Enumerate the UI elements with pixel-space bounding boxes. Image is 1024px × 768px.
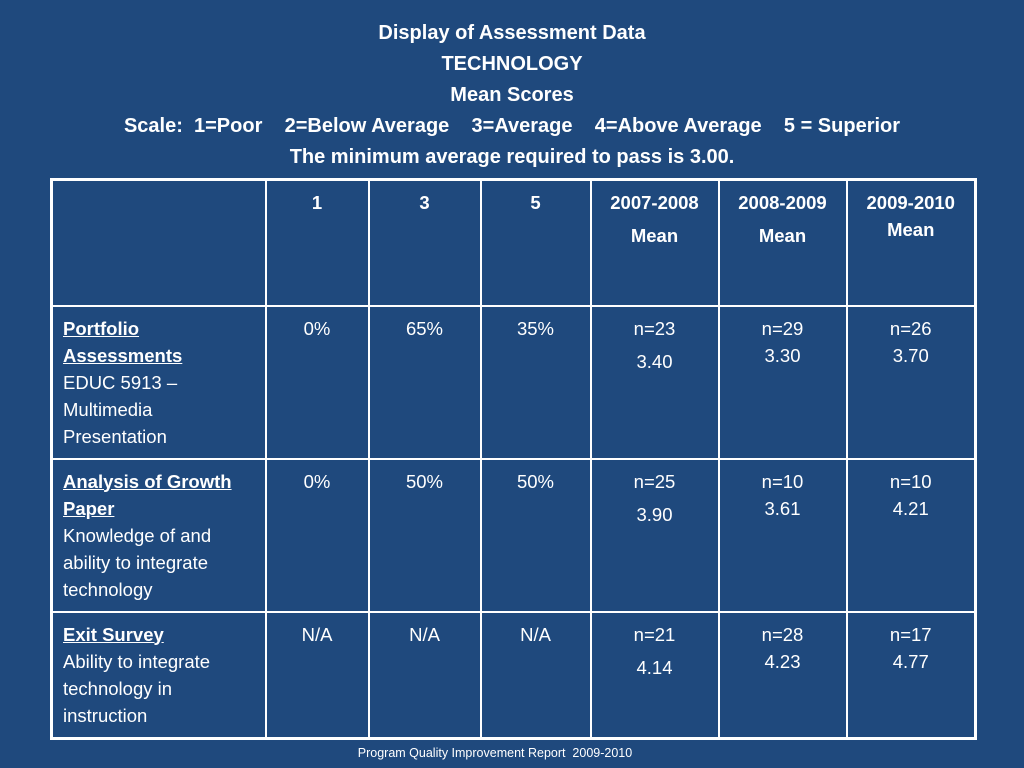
table-row: Analysis of Growth Paper Knowledge of an… bbox=[50, 457, 977, 613]
subject-heading: TECHNOLOGY bbox=[441, 53, 583, 75]
pass-requirement-note: The minimum average required to pass is … bbox=[289, 146, 735, 168]
sample-size: n=10 bbox=[761, 470, 804, 492]
sample-size: n=23 bbox=[633, 317, 676, 339]
header-label: 2008-2009 bbox=[738, 192, 827, 213]
pct-score-3-cell: 50% bbox=[367, 457, 482, 613]
sample-size: n=21 bbox=[633, 623, 676, 645]
table-header-row: 1 3 5 2007-2008 Mean 2008-2009 Mean 2009… bbox=[50, 178, 977, 307]
slide-title: Display of Assessment Data bbox=[378, 22, 646, 44]
subtitle: Mean Scores bbox=[450, 84, 574, 106]
header-cell-score-1: 1 bbox=[264, 178, 370, 307]
sample-size: n=17 bbox=[889, 623, 932, 645]
mean-score: 4.23 bbox=[764, 650, 801, 672]
row-title: Analysis of Growth Paper bbox=[63, 470, 232, 519]
year-2009-2010-cell: n=10 4.21 bbox=[845, 457, 977, 613]
pct-score-3-cell: 65% bbox=[367, 304, 482, 460]
year-2009-2010-cell: n=26 3.70 bbox=[845, 304, 977, 460]
header-cell-blank bbox=[50, 178, 267, 307]
mean-score: 3.90 bbox=[636, 503, 673, 525]
table-row: Portfolio Assessments EDUC 5913 – Multim… bbox=[50, 304, 977, 460]
header-sublabel: Mean bbox=[630, 225, 679, 246]
slide-footer: Program Quality Improvement Report 2009-… bbox=[357, 746, 633, 760]
row-title: Exit Survey bbox=[63, 623, 164, 645]
header-cell-2007-2008: 2007-2008 Mean bbox=[589, 178, 720, 307]
pct-score-5-cell: 50% bbox=[479, 457, 592, 613]
mean-score: 3.70 bbox=[892, 344, 929, 366]
pct-score-1-cell: 0% bbox=[264, 457, 370, 613]
mean-score: 4.14 bbox=[636, 656, 673, 678]
pct-score-5-cell: N/A bbox=[479, 610, 592, 739]
pct-score-1-cell: 0% bbox=[264, 304, 370, 460]
mean-score: 3.61 bbox=[764, 497, 801, 519]
mean-score: 3.30 bbox=[764, 344, 801, 366]
assessment-table: 1 3 5 2007-2008 Mean 2008-2009 Mean 2009… bbox=[50, 178, 977, 740]
year-2007-2008-cell: n=25 3.90 bbox=[589, 457, 720, 613]
mean-score: 4.21 bbox=[892, 497, 929, 519]
year-2008-2009-cell: n=28 4.23 bbox=[717, 610, 848, 739]
header-sublabel: Mean bbox=[758, 225, 807, 246]
header-cell-2009-2010: 2009-2010 Mean bbox=[845, 178, 977, 307]
year-2007-2008-cell: n=23 3.40 bbox=[589, 304, 720, 460]
row-description: EDUC 5913 – Multimedia Presentation bbox=[63, 371, 178, 447]
slide-header: Display of Assessment Data TECHNOLOGY Me… bbox=[0, 18, 1024, 173]
row-description: Knowledge of and ability to integrate te… bbox=[63, 524, 212, 600]
year-2009-2010-cell: n=17 4.77 bbox=[845, 610, 977, 739]
row-label-cell: Analysis of Growth Paper Knowledge of an… bbox=[50, 457, 267, 613]
sample-size: n=10 bbox=[889, 470, 932, 492]
pct-score-1-cell: N/A bbox=[264, 610, 370, 739]
header-cell-score-5: 5 bbox=[479, 178, 592, 307]
sample-size: n=26 bbox=[889, 317, 932, 339]
table-row: Exit Survey Ability to integrate technol… bbox=[50, 610, 977, 739]
scale-legend: Scale: 1=Poor 2=Below Average 3=Average … bbox=[123, 115, 901, 137]
row-label-cell: Portfolio Assessments EDUC 5913 – Multim… bbox=[50, 304, 267, 460]
mean-score: 4.77 bbox=[892, 650, 929, 672]
year-2008-2009-cell: n=29 3.30 bbox=[717, 304, 848, 460]
header-cell-2008-2009: 2008-2009 Mean bbox=[717, 178, 848, 307]
mean-score: 3.40 bbox=[636, 350, 673, 372]
year-2008-2009-cell: n=10 3.61 bbox=[717, 457, 848, 613]
sample-size: n=28 bbox=[761, 623, 804, 645]
row-title: Portfolio Assessments bbox=[63, 317, 183, 366]
pct-score-3-cell: N/A bbox=[367, 610, 482, 739]
header-label: 1 bbox=[311, 192, 323, 213]
header-sublabel: Mean bbox=[887, 219, 935, 240]
row-description: Ability to integrate technology in instr… bbox=[63, 650, 211, 726]
header-label: 2009-2010 bbox=[866, 192, 955, 213]
year-2007-2008-cell: n=21 4.14 bbox=[589, 610, 720, 739]
pct-score-5-cell: 35% bbox=[479, 304, 592, 460]
header-cell-score-3: 3 bbox=[367, 178, 482, 307]
sample-size: n=25 bbox=[633, 470, 676, 492]
row-label-cell: Exit Survey Ability to integrate technol… bbox=[50, 610, 267, 739]
sample-size: n=29 bbox=[761, 317, 804, 339]
header-label: 3 bbox=[419, 192, 430, 213]
header-label: 5 bbox=[530, 192, 541, 213]
header-label: 2007-2008 bbox=[610, 192, 699, 213]
